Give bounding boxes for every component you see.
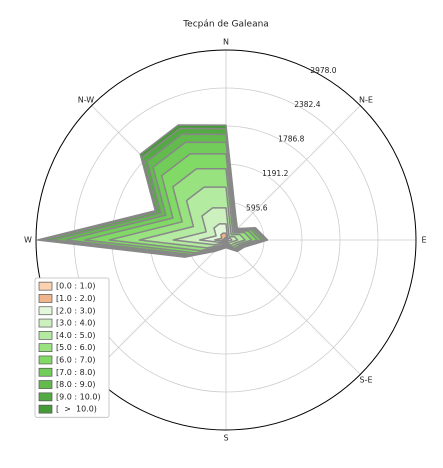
direction-label: E bbox=[421, 236, 426, 245]
legend-swatch bbox=[38, 343, 53, 352]
legend-label: [0.0 : 1.0) bbox=[56, 282, 95, 291]
legend-swatch bbox=[38, 367, 53, 377]
wind-area bbox=[221, 236, 228, 242]
legend-label: [9.0 : 10.0) bbox=[56, 392, 101, 401]
legend-label: [7.0 : 8.0) bbox=[56, 368, 95, 377]
legend-label: [5.0 : 6.0) bbox=[56, 343, 95, 352]
grid-ring bbox=[35, 49, 417, 431]
legend-label: [8.0 : 9.0) bbox=[56, 380, 95, 389]
direction-label: N-W bbox=[78, 95, 95, 104]
r-tick-label: 595.6 bbox=[246, 204, 268, 213]
legend-swatch bbox=[38, 318, 53, 328]
direction-label: S-E bbox=[359, 376, 372, 385]
legend-swatch bbox=[38, 392, 53, 402]
spoke bbox=[225, 105, 361, 241]
legend-label: [4.0 : 5.0) bbox=[56, 331, 95, 340]
legend-swatch bbox=[38, 294, 53, 303]
r-tick-label: 2978.0 bbox=[310, 66, 336, 75]
legend-label: [1.0 : 2.0) bbox=[56, 294, 95, 303]
legend-swatch bbox=[38, 306, 53, 316]
legend-swatch bbox=[38, 355, 53, 365]
chart-title: Tecpán de Galeana bbox=[182, 20, 269, 30]
legend-swatch bbox=[38, 404, 53, 414]
direction-label: S bbox=[223, 434, 228, 443]
legend-swatch bbox=[38, 380, 53, 389]
r-tick-label: 1786.8 bbox=[278, 135, 304, 144]
spoke bbox=[91, 239, 227, 375]
legend-label: [ > 10.0) bbox=[56, 405, 97, 414]
r-tick-label: 1191.2 bbox=[262, 169, 288, 178]
legend-label: [2.0 : 3.0) bbox=[56, 306, 95, 315]
direction-label: N-E bbox=[359, 95, 373, 104]
direction-label: N bbox=[223, 38, 229, 47]
legend-label: [3.0 : 4.0) bbox=[56, 319, 95, 328]
legend-label: [6.0 : 7.0) bbox=[56, 355, 95, 364]
r-tick-label: 2382.4 bbox=[294, 100, 320, 109]
legend-swatch bbox=[38, 331, 53, 340]
direction-label: W bbox=[24, 236, 32, 245]
legend-box bbox=[34, 277, 110, 418]
legend-swatch bbox=[38, 281, 53, 291]
spoke bbox=[225, 239, 361, 375]
